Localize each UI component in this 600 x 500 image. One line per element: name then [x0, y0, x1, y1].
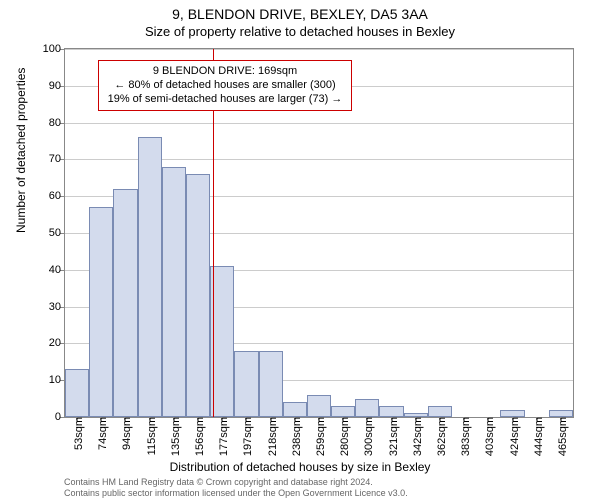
histogram-bar — [283, 402, 307, 417]
histogram-bar — [138, 137, 162, 417]
histogram-bar — [379, 406, 403, 417]
histogram-bar — [549, 410, 573, 417]
x-tick-label: 321sqm — [384, 417, 400, 456]
chart-container: 9, BLENDON DRIVE, BEXLEY, DA5 3AA Size o… — [0, 0, 600, 500]
histogram-bar — [65, 369, 89, 417]
gridline — [65, 49, 573, 50]
y-tick-label: 50 — [49, 227, 65, 239]
x-tick-label: 280sqm — [335, 417, 351, 456]
annotation-line: 9 BLENDON DRIVE: 169sqm — [105, 65, 345, 79]
y-tick-label: 10 — [49, 374, 65, 386]
footnote-line-2: Contains public sector information licen… — [64, 488, 408, 498]
x-tick-label: 342sqm — [408, 417, 424, 456]
histogram-bar — [500, 410, 524, 417]
histogram-bar — [307, 395, 331, 417]
x-tick-label: 300sqm — [359, 417, 375, 456]
y-tick-label: 60 — [49, 190, 65, 202]
y-tick-label: 100 — [43, 43, 65, 55]
x-tick-label: 218sqm — [263, 417, 279, 456]
annotation-line: ← 80% of detached houses are smaller (30… — [105, 79, 345, 93]
x-tick-label: 383sqm — [456, 417, 472, 456]
chart-subtitle: Size of property relative to detached ho… — [0, 24, 600, 39]
x-tick-label: 177sqm — [214, 417, 230, 456]
histogram-bar — [331, 406, 355, 417]
histogram-bar — [162, 167, 186, 417]
annotation-line: 19% of semi-detached houses are larger (… — [105, 93, 345, 107]
x-tick-label: 53sqm — [69, 417, 85, 450]
histogram-bar — [355, 399, 379, 417]
x-tick-label: 444sqm — [529, 417, 545, 456]
histogram-bar — [113, 189, 137, 417]
histogram-bar — [89, 207, 113, 417]
histogram-bar — [259, 351, 283, 417]
y-tick-label: 80 — [49, 117, 65, 129]
chart-title: 9, BLENDON DRIVE, BEXLEY, DA5 3AA — [0, 0, 600, 22]
y-tick-label: 40 — [49, 264, 65, 276]
x-tick-label: 94sqm — [117, 417, 133, 450]
y-axis-title: Number of detached properties — [14, 68, 28, 233]
x-tick-label: 197sqm — [238, 417, 254, 456]
y-tick-label: 30 — [49, 301, 65, 313]
x-tick-label: 465sqm — [553, 417, 569, 456]
y-tick-label: 0 — [55, 411, 65, 423]
footnote-line-1: Contains HM Land Registry data © Crown c… — [64, 477, 408, 487]
x-tick-label: 135sqm — [166, 417, 182, 456]
x-tick-label: 156sqm — [190, 417, 206, 456]
x-tick-label: 424sqm — [505, 417, 521, 456]
x-tick-label: 259sqm — [311, 417, 327, 456]
y-tick-label: 70 — [49, 153, 65, 165]
annotation-box: 9 BLENDON DRIVE: 169sqm← 80% of detached… — [98, 60, 352, 111]
x-tick-label: 115sqm — [142, 417, 158, 455]
y-tick-label: 20 — [49, 337, 65, 349]
y-tick-label: 90 — [49, 80, 65, 92]
histogram-bar — [234, 351, 258, 417]
gridline — [65, 123, 573, 124]
x-tick-label: 403sqm — [480, 417, 496, 456]
x-tick-label: 74sqm — [93, 417, 109, 450]
x-tick-label: 238sqm — [287, 417, 303, 456]
footnote: Contains HM Land Registry data © Crown c… — [64, 477, 408, 498]
plot-area: 010203040506070809010053sqm74sqm94sqm115… — [64, 48, 574, 418]
x-tick-label: 362sqm — [432, 417, 448, 456]
x-axis-title: Distribution of detached houses by size … — [0, 460, 600, 474]
histogram-bar — [428, 406, 452, 417]
histogram-bar — [186, 174, 210, 417]
